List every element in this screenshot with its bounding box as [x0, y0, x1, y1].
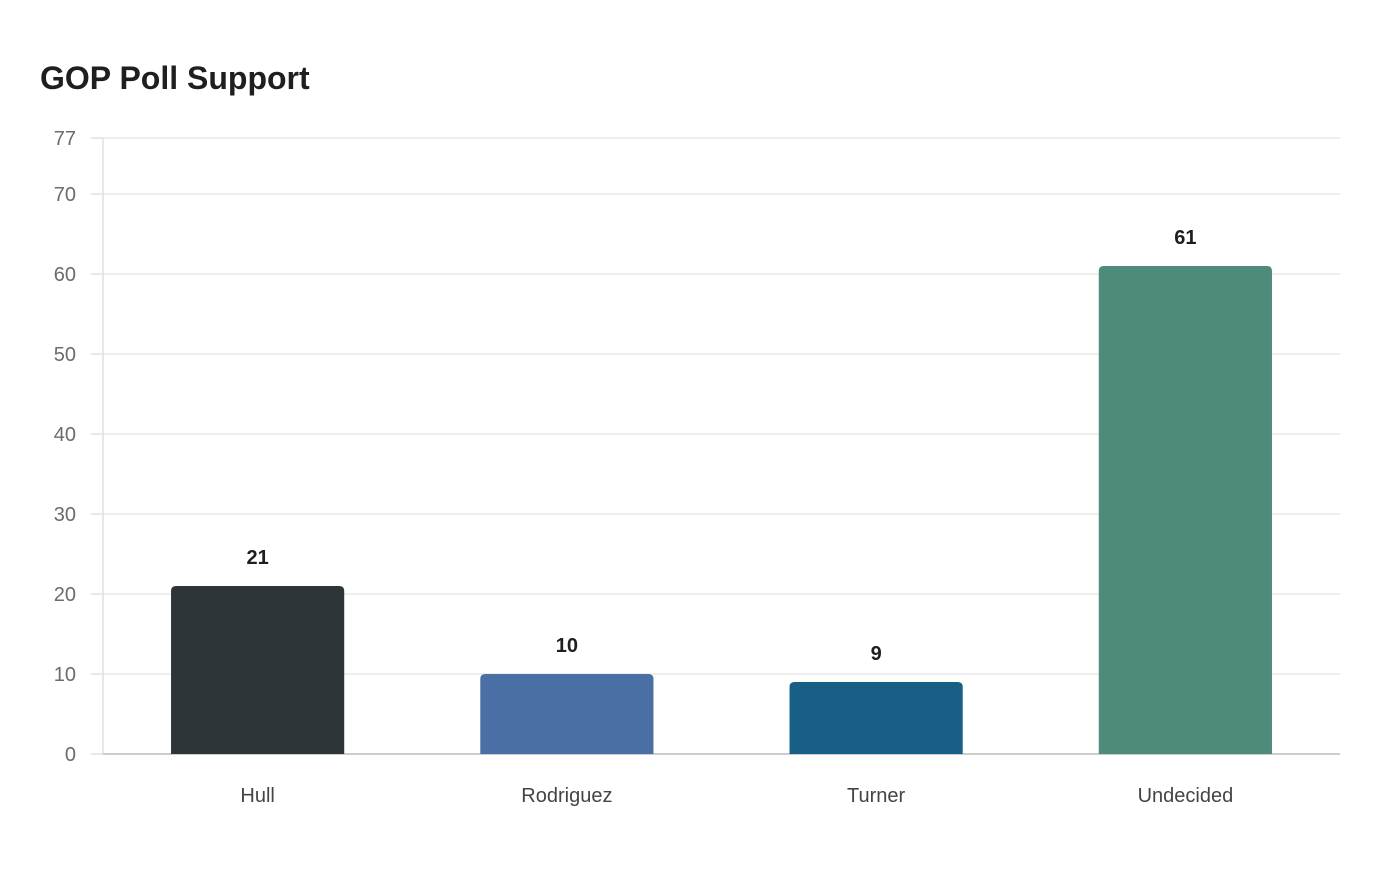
- y-tick-label: 0: [65, 744, 76, 766]
- bar-turner: [789, 682, 963, 754]
- y-tick-label: 60: [54, 264, 76, 286]
- y-tick-label: 10: [54, 664, 76, 686]
- data-label-rodriguez: 10: [556, 635, 578, 657]
- data-label-undecided: 61: [1174, 227, 1196, 249]
- x-category-label: Rodriguez: [521, 785, 612, 807]
- x-category-label: Hull: [240, 785, 274, 807]
- x-category-label: Turner: [847, 785, 906, 807]
- y-tick-label: 20: [54, 584, 76, 606]
- y-tick-label: 70: [54, 184, 76, 206]
- y-tick-label: 77: [54, 128, 76, 150]
- data-labels: 21 10 9 61: [247, 227, 1197, 665]
- y-tick-label: 40: [54, 424, 76, 446]
- bars: [171, 266, 1272, 754]
- x-category-label: Undecided: [1138, 785, 1234, 807]
- bar-undecided: [1098, 266, 1272, 754]
- x-axis-categories: Hull Rodriguez Turner Undecided: [240, 785, 1233, 807]
- y-tick-label: 50: [54, 344, 76, 366]
- y-tick-label: 30: [54, 504, 76, 526]
- data-label-turner: 9: [871, 643, 882, 665]
- y-axis-ticks: 0 10 20 30 40 50 60 70 77: [54, 128, 76, 766]
- bar-rodriguez: [480, 674, 654, 754]
- bar-hull: [171, 586, 345, 754]
- data-label-hull: 21: [247, 547, 269, 569]
- chart-title: GOP Poll Support: [40, 60, 310, 96]
